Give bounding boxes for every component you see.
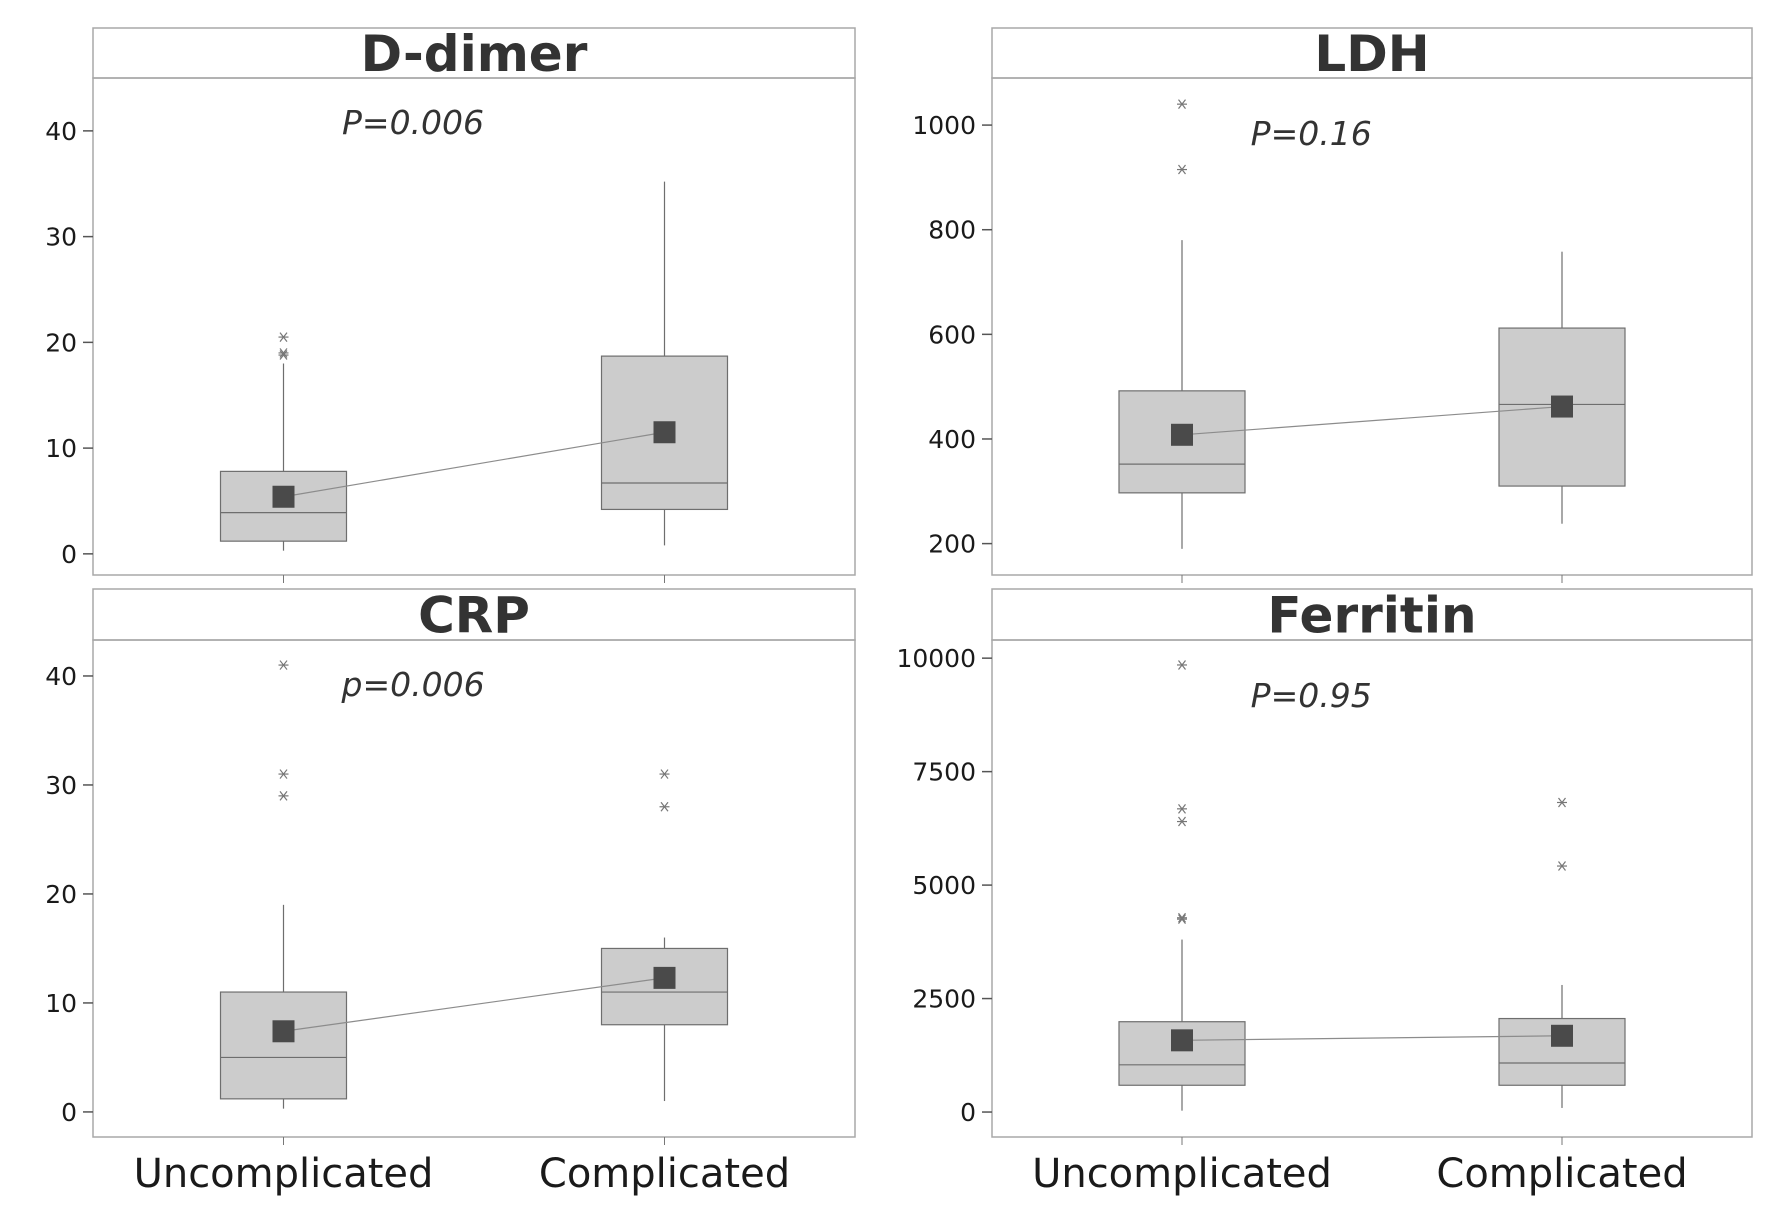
outlier-point: [278, 790, 289, 801]
y-tick-label: 20: [45, 328, 77, 357]
y-tick-label: 20: [45, 880, 77, 909]
mean-marker: [1171, 1029, 1193, 1052]
panel-title: D-dimer: [361, 25, 588, 83]
p-value: P=0.16: [1251, 114, 1372, 153]
mean-marker: [1171, 423, 1193, 446]
outlier-point: [659, 801, 670, 812]
mean-marker: [653, 966, 676, 989]
mean-connect-line: [283, 977, 665, 1032]
outlier-point: [659, 769, 670, 779]
outlier-point: [1177, 816, 1187, 827]
y-tick-label: 200: [928, 530, 976, 559]
category-label: Complicated: [1436, 1151, 1687, 1197]
outlier-point: [1557, 797, 1567, 808]
panel-header: [991, 27, 1753, 79]
y-tick-label: 40: [45, 117, 77, 146]
mean-marker: [272, 1020, 295, 1043]
box-complicated: [600, 181, 729, 546]
y-tick-label: 0: [61, 540, 77, 569]
box-complicated: [600, 769, 729, 1102]
y-tick-label: 30: [45, 771, 77, 800]
outlier-point: [1177, 914, 1187, 925]
panel-header: [92, 27, 856, 79]
y-tick-label: 600: [928, 320, 976, 349]
y-tick-label: 1000: [912, 111, 976, 140]
mean-connect-line: [1181, 405, 1563, 436]
mean-marker: [272, 485, 295, 508]
panel-title: Ferritin: [1267, 587, 1476, 645]
outlier-point: [278, 348, 289, 358]
mean-marker: [1551, 395, 1573, 418]
y-tick-label: 400: [928, 425, 976, 454]
p-value: P=0.95: [1251, 676, 1372, 715]
plot-frame: [991, 77, 1753, 576]
box-uncomplicated: [219, 332, 348, 551]
box-uncomplicated: [1118, 99, 1246, 549]
outlier-point: [278, 660, 289, 670]
y-tick-label: 2500: [912, 985, 976, 1014]
outlier-point: [1177, 912, 1187, 923]
plot-frame: [991, 639, 1753, 1138]
y-tick-label: 7500: [912, 758, 976, 787]
outlier-point: [1177, 99, 1187, 110]
y-tick-label: 800: [928, 216, 976, 245]
category-label: Complicated: [539, 1151, 790, 1197]
y-tick-label: 5000: [912, 871, 976, 900]
panel-crp: CRP p=0.006 0 10 20 30 40 Uncomplicated Complica…: [45, 587, 856, 1197]
y-tick-label: 0: [61, 1098, 77, 1127]
y-tick-label: 30: [45, 223, 77, 252]
mean-marker: [653, 421, 676, 444]
y-tick-label: 0: [960, 1098, 976, 1127]
panel-ferritin: Ferritin P=0.95 0 2500 5000 7500 10000 Uncompli…: [896, 587, 1753, 1197]
outlier-point: [1177, 660, 1187, 670]
outlier-point: [278, 350, 289, 360]
p-value: P=0.006: [342, 103, 484, 142]
outlier-point: [1177, 803, 1187, 814]
panel-title: LDH: [1314, 25, 1429, 83]
iqr-box: [219, 991, 348, 1100]
y-tick-label: 40: [45, 662, 77, 691]
plot-frame: [92, 77, 856, 576]
mean-connect-line: [1181, 1035, 1563, 1041]
box-complicated: [1498, 797, 1626, 1108]
p-value: p=0.006: [341, 665, 485, 704]
category-label: Uncomplicated: [1032, 1151, 1332, 1197]
category-label: Uncomplicated: [134, 1151, 434, 1197]
panel-d-dimer: D-dimer P=0.006 0 10 20 30 40: [45, 25, 856, 583]
box-uncomplicated: [219, 660, 348, 1109]
y-tick-label: 10: [45, 989, 77, 1018]
y-tick-label: 10: [45, 434, 77, 463]
box-complicated: [1498, 251, 1626, 524]
panel-title: CRP: [418, 587, 530, 645]
panel-header: [92, 588, 856, 641]
y-tick-label: 10000: [896, 644, 976, 673]
mean-marker: [1551, 1024, 1573, 1047]
outlier-point: [278, 332, 289, 342]
plot-frame: [92, 639, 856, 1138]
outlier-point: [278, 769, 289, 779]
mean-connect-line: [283, 431, 665, 498]
outlier-point: [1557, 861, 1567, 871]
panel-ldh: LDH P=0.16 200 400 600 800 1000: [912, 25, 1753, 583]
outlier-point: [1177, 164, 1187, 175]
